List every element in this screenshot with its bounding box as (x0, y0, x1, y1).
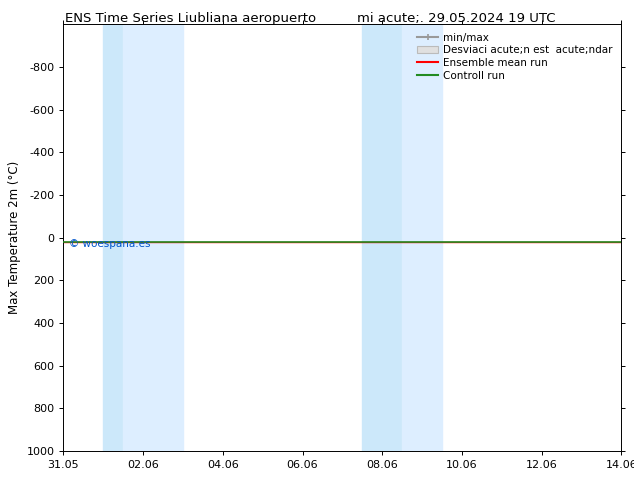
Bar (402, 24, 442, 451)
Legend: min/max, Desviaci acute;n est  acute;ndar, Ensemble mean run, Controll run: min/max, Desviaci acute;n est acute;ndar… (415, 30, 616, 84)
Bar (362, 24, 402, 451)
Bar (123, 24, 183, 451)
Bar (103, 24, 123, 451)
Y-axis label: Max Temperature 2m (°C): Max Temperature 2m (°C) (8, 161, 21, 314)
Text: ENS Time Series Liubliana aeropuerto: ENS Time Series Liubliana aeropuerto (65, 12, 316, 25)
Text: mi acute;. 29.05.2024 19 UTC: mi acute;. 29.05.2024 19 UTC (357, 12, 556, 25)
Text: © woespana.es: © woespana.es (69, 239, 151, 249)
